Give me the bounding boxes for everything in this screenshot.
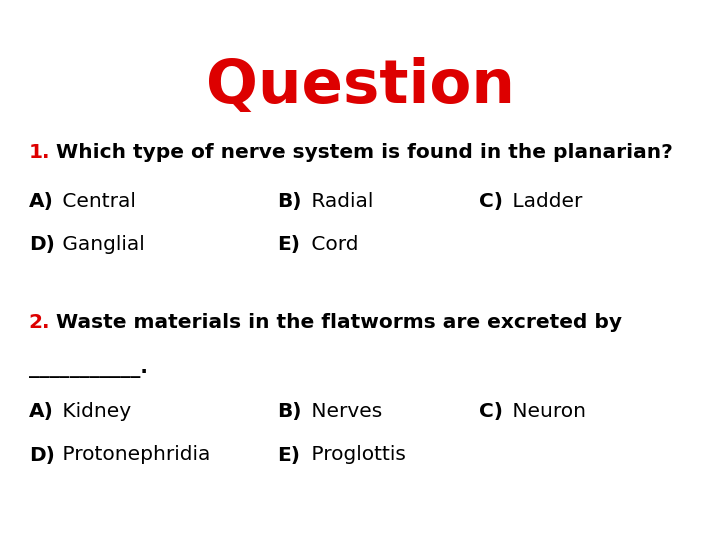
Text: A): A)	[29, 402, 54, 421]
Text: C): C)	[479, 402, 503, 421]
Text: Proglottis: Proglottis	[305, 446, 405, 464]
Text: B): B)	[277, 402, 302, 421]
Text: D): D)	[29, 235, 55, 254]
Text: Protonephridia: Protonephridia	[56, 446, 210, 464]
Text: E): E)	[277, 446, 300, 464]
Text: 2.: 2.	[29, 313, 50, 332]
Text: Cord: Cord	[305, 235, 358, 254]
Text: C): C)	[479, 192, 503, 211]
Text: ___________.: ___________.	[29, 359, 148, 378]
Text: Central: Central	[56, 192, 136, 211]
Text: Question: Question	[206, 57, 514, 116]
Text: E): E)	[277, 235, 300, 254]
Text: B): B)	[277, 192, 302, 211]
Text: A): A)	[29, 192, 54, 211]
Text: Nerves: Nerves	[305, 402, 382, 421]
Text: 1.: 1.	[29, 143, 50, 162]
Text: Ganglial: Ganglial	[56, 235, 145, 254]
Text: Kidney: Kidney	[56, 402, 131, 421]
Text: Neuron: Neuron	[506, 402, 586, 421]
Text: Which type of nerve system is found in the planarian?: Which type of nerve system is found in t…	[49, 143, 672, 162]
Text: Radial: Radial	[305, 192, 373, 211]
Text: D): D)	[29, 446, 55, 464]
Text: Waste materials in the flatworms are excreted by: Waste materials in the flatworms are exc…	[49, 313, 622, 332]
Text: Ladder: Ladder	[506, 192, 582, 211]
